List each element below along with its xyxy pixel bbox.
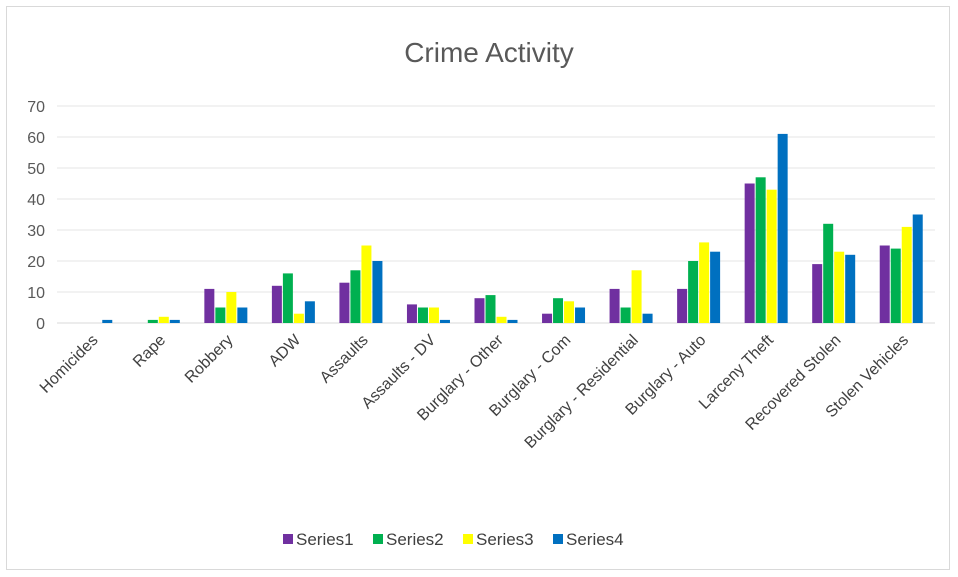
- bar-series3-10: [766, 189, 777, 323]
- bar-series1-5: [406, 304, 417, 323]
- bar-series1-10: [744, 183, 755, 323]
- bar-series2-7: [553, 298, 564, 323]
- bar-series3-3: [293, 313, 304, 323]
- y-axis-ticks: 0 10 20 30 40 50 60 70: [27, 99, 45, 333]
- bar-series2-10: [755, 177, 766, 323]
- bar-series3-1: [158, 316, 169, 323]
- bar-series1-6: [474, 298, 485, 323]
- bar-series2-3: [282, 273, 293, 323]
- x-axis-categories: Homicides Rape Robbery ADW AssaultsAssaults …: [37, 331, 912, 452]
- bar-series4-8: [642, 313, 653, 323]
- bar-series2-2: [215, 307, 226, 323]
- bar-series4-5: [439, 319, 450, 323]
- legend-swatch-series3: [463, 534, 473, 544]
- bars: [102, 133, 923, 323]
- y-tick-label: 0: [36, 316, 45, 333]
- y-tick-label: 30: [27, 223, 45, 240]
- bar-series2-6: [485, 295, 496, 323]
- bar-series3-4: [361, 245, 372, 323]
- legend: Series1 Series2 Series3 Series4: [283, 530, 624, 549]
- bar-series3-9: [699, 242, 710, 323]
- grid-lines: [57, 105, 935, 324]
- bar-series1-12: [879, 245, 890, 323]
- bar-series1-8: [609, 288, 620, 323]
- bar-series4-11: [845, 254, 856, 323]
- x-category-label: Homicides: [37, 332, 102, 397]
- bar-series2-12: [890, 248, 901, 323]
- bar-series4-7: [575, 307, 586, 323]
- y-tick-label: 70: [27, 99, 45, 116]
- bar-series1-9: [677, 288, 688, 323]
- bar-series3-11: [834, 251, 845, 323]
- legend-label-series4: Series4: [566, 530, 624, 549]
- x-category-label: Rape: [130, 332, 169, 371]
- bar-series4-6: [507, 319, 518, 323]
- bar-series2-9: [688, 261, 699, 323]
- bar-series1-3: [271, 285, 282, 323]
- bar-series1-4: [339, 282, 350, 323]
- bar-series3-12: [901, 226, 912, 323]
- x-category-label: Assaults: [317, 332, 372, 387]
- y-tick-label: 50: [27, 161, 45, 178]
- y-tick-label: 10: [27, 285, 45, 302]
- bar-series2-4: [350, 270, 361, 323]
- y-tick-label: 20: [27, 254, 45, 271]
- x-category-label: ADW: [266, 331, 305, 370]
- bar-series4-2: [237, 307, 248, 323]
- legend-swatch-series4: [553, 534, 563, 544]
- bar-series3-2: [226, 292, 237, 323]
- x-category-label: Robbery: [182, 332, 237, 387]
- bar-series4-3: [304, 301, 315, 323]
- bar-series3-6: [496, 316, 507, 323]
- y-tick-label: 60: [27, 130, 45, 147]
- legend-swatch-series2: [373, 534, 383, 544]
- bar-series3-7: [564, 301, 575, 323]
- bar-series2-5: [417, 307, 428, 323]
- chart-frame: Crime Activity 0 10 20 30 40 50 60 70 Homicides…: [6, 6, 950, 570]
- bar-series4-4: [372, 261, 383, 323]
- bar-series1-2: [204, 288, 215, 323]
- bar-series3-5: [428, 307, 439, 323]
- bar-series4-9: [710, 251, 721, 323]
- chart-title: Crime Activity: [404, 37, 574, 68]
- bar-series2-1: [147, 319, 158, 323]
- x-category-label: Burglary - Residential: [522, 332, 642, 452]
- bar-series2-11: [823, 223, 834, 323]
- bar-series3-8: [631, 270, 642, 323]
- bar-series1-7: [542, 313, 553, 323]
- legend-swatch-series1: [283, 534, 293, 544]
- legend-label-series2: Series2: [386, 530, 444, 549]
- bar-series1-11: [812, 264, 823, 323]
- chart-svg: Crime Activity 0 10 20 30 40 50 60 70 Homicides…: [27, 37, 935, 549]
- bar-series4-10: [777, 133, 788, 323]
- bar-series2-8: [620, 307, 631, 323]
- legend-label-series3: Series3: [476, 530, 534, 549]
- bar-series4-0: [102, 319, 113, 323]
- bar-series4-1: [169, 319, 180, 323]
- legend-label-series1: Series1: [296, 530, 354, 549]
- bar-series4-12: [912, 214, 923, 323]
- y-tick-label: 40: [27, 192, 45, 209]
